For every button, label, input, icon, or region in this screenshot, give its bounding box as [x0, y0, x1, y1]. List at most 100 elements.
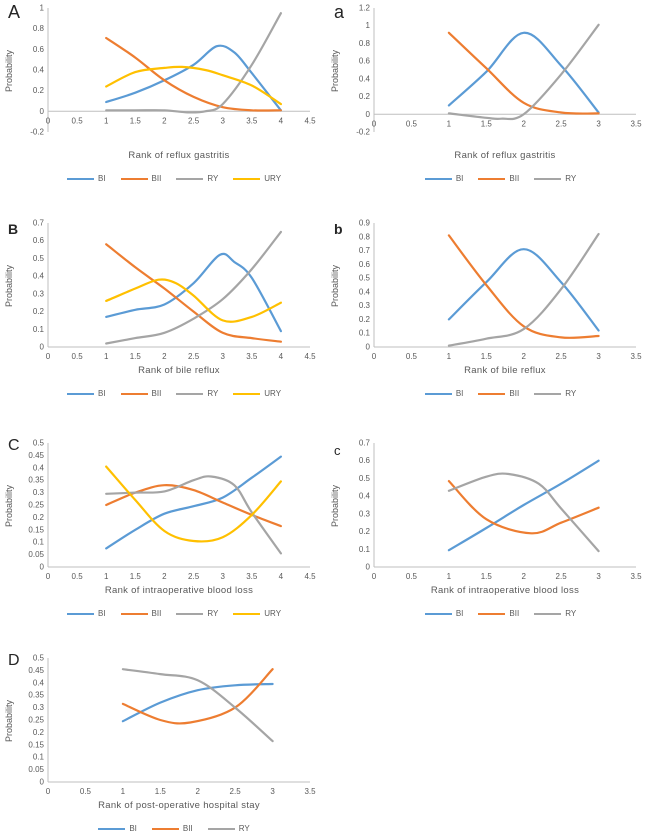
- x-tick-label: 0.5: [406, 119, 418, 128]
- legend-item-BI: BI: [424, 389, 464, 398]
- legend: BI BII RY URY: [0, 389, 326, 398]
- y-tick-label: 0: [366, 563, 371, 572]
- x-axis-title: Rank of intraoperative blood loss: [430, 585, 580, 596]
- series-line-URY: [105, 278, 282, 323]
- chart-svg: 0 0.1 0.2 0.3 0.4 0.5 0.6 0.7 0 0.5 1 1.5 2 2.5 3 3.5 4 4…: [33, 219, 316, 362]
- legend-label-BI: BI: [97, 389, 106, 398]
- series-line-BI: [105, 455, 282, 550]
- x-tick-label: 1: [104, 352, 109, 361]
- y-tick-label: 0.9: [359, 219, 371, 228]
- y-tick-label: 0: [366, 110, 371, 119]
- legend-label-BI: BI: [97, 609, 106, 618]
- legend: BI BII RY: [326, 609, 653, 618]
- y-tick-label: 0.3: [359, 301, 371, 310]
- y-tick-label: 0.15: [28, 525, 44, 534]
- y-tick-label: 0.15: [28, 740, 44, 749]
- legend-item-RY: RY: [207, 824, 250, 833]
- legend-item-URY: URY: [233, 389, 281, 398]
- legend-item-BI: BI: [424, 174, 463, 183]
- legend-line-sample-URY: [233, 392, 261, 395]
- y-tick-label: 0.5: [359, 474, 371, 483]
- x-tick-label: 1: [447, 352, 452, 361]
- legend-line-sample-RY: [534, 177, 562, 180]
- x-tick-label: 2: [162, 352, 167, 361]
- x-tick-label: 4.5: [304, 352, 316, 361]
- y-axis-title: Probability: [330, 264, 340, 308]
- legend-line-sample-BII: [120, 392, 148, 395]
- x-tick-label: 0.5: [406, 572, 418, 581]
- legend: BI BII RY: [326, 174, 653, 183]
- legend-line-sample-RY: [207, 827, 235, 830]
- chart-svg: -0.200.20.40.60.810 0.5 1 1.5 2 2.5 3 3.5 4 4.5: [30, 4, 316, 137]
- y-tick-label: 0.2: [359, 315, 371, 324]
- y-tick-label: 0.4: [359, 492, 371, 501]
- panel-a: a -0.2 0 0.2 0.4 0.6 0.8 1 1.2 0 0.5 1 1.5 2 2.5 3 3.5 …: [326, 0, 653, 215]
- legend-label-BII: BII: [151, 609, 162, 618]
- y-tick-label: 1: [366, 21, 371, 30]
- legend-item-URY: URY: [233, 174, 281, 183]
- legend: BI BII RY URY: [0, 609, 326, 618]
- legend-line-sample-BII: [120, 612, 148, 615]
- legend-line-sample-BII: [120, 177, 148, 180]
- x-tick-label: 2.5: [188, 572, 200, 581]
- panel-b: b 0 0.1 0.2 0.3 0.4 0.5 0.6 0.7 0.8 0.9 0 0.5 1 1.5 2 2…: [326, 215, 653, 435]
- y-tick-label: 0: [40, 343, 45, 352]
- legend-label-BII: BII: [509, 174, 520, 183]
- x-tick-label: 3: [270, 787, 275, 796]
- legend-label-URY: URY: [264, 609, 282, 618]
- legend-item-RY: RY: [534, 174, 576, 183]
- x-tick-label: 3: [596, 572, 601, 581]
- series-line-BI: [105, 44, 282, 112]
- y-tick-label: 0.5: [33, 254, 45, 263]
- panel-C: C 0 0.05 0.1 0.15 0.2 0.25 0.3 0.35 0.4 0.45 0.5 0 0…: [0, 435, 326, 650]
- y-tick-label: 0.8: [359, 232, 371, 241]
- legend-line-sample-RY: [534, 612, 562, 615]
- panel-c: c 0 0.1 0.2 0.3 0.4 0.5 0.6 0.7 0 0.5 1 1.5 2 2.5 3 3.5…: [326, 435, 653, 650]
- y-tick-label: 0.2: [359, 92, 371, 101]
- legend-label-BI: BI: [97, 174, 106, 183]
- y-tick-label: 0.4: [33, 463, 45, 472]
- legend-line-sample-RY: [176, 177, 204, 180]
- legend-item-BI: BI: [66, 174, 106, 183]
- legend-label-RY: RY: [238, 824, 250, 833]
- legend-label-BII: BII: [151, 174, 162, 183]
- y-axis-title: Probability: [4, 49, 14, 93]
- panel-B: B 0 0.1 0.2 0.3 0.4 0.5 0.6 0.7 0 0.5 1 1.5 2 2.5 3 3.5…: [0, 215, 326, 435]
- y-tick-label: 0.2: [33, 728, 45, 737]
- legend-line-sample-BI: [66, 177, 94, 180]
- chart-svg: -0.200.20.40.60.811.20 0.5 1 1.5 2 2.5 3 3.5: [356, 4, 642, 137]
- x-tick-label: 3.5: [246, 572, 258, 581]
- series-line-BI: [447, 248, 600, 332]
- legend: BI BII RY: [326, 389, 653, 398]
- legend: BI BII RY: [0, 824, 326, 833]
- chart-svg: 0 0.1 0.2 0.3 0.4 0.5 0.6 0.7 0 0.5 1 1.5 2 2.5 3 3.5: [359, 439, 642, 582]
- x-tick-label: 3: [220, 352, 225, 361]
- x-tick-label: 1: [121, 787, 126, 796]
- y-tick-label: 0.35: [28, 476, 44, 485]
- legend-line-sample-BII: [478, 177, 506, 180]
- y-tick-label: -0.2: [356, 128, 370, 137]
- y-tick-label: 0.2: [33, 513, 45, 522]
- chart-bile-reflux-4groups: 0 0.1 0.2 0.3 0.4 0.5 0.6 0.7 0 0.5 1 1.5 2 2.5 3 3.5 4 4…: [0, 215, 326, 383]
- x-axis-title: Rank of reflux gastritis: [454, 150, 556, 161]
- legend-item-RY: RY: [176, 174, 218, 183]
- x-tick-label: 2: [162, 572, 167, 581]
- y-tick-label: 0.2: [359, 527, 371, 536]
- series-line-BII: [447, 480, 600, 535]
- x-tick-label: 2.5: [556, 119, 568, 128]
- x-tick-label: 0: [372, 119, 377, 128]
- panel-D: D 0 0.05 0.1 0.15 0.2 0.25 0.3 0.35 0.4 0.45 0.5 0 0…: [0, 650, 326, 835]
- legend-label-BI: BI: [455, 389, 464, 398]
- x-tick-label: 2: [521, 572, 526, 581]
- x-tick-label: 0: [372, 572, 377, 581]
- chart-blood-loss-4groups: 0 0.05 0.1 0.15 0.2 0.25 0.3 0.35 0.4 0.45 0.5 0 0.5…: [0, 435, 326, 603]
- y-tick-label: 0.6: [359, 57, 371, 66]
- legend-label-RY: RY: [207, 174, 219, 183]
- x-tick-label: 0: [372, 352, 377, 361]
- x-tick-label: 2.5: [188, 116, 200, 125]
- x-tick-label: 0.5: [80, 787, 92, 796]
- legend-label-URY: URY: [264, 389, 282, 398]
- y-tick-label: 0: [40, 107, 45, 116]
- y-axis-title: Probability: [4, 484, 14, 528]
- y-tick-label: 0.7: [359, 246, 371, 255]
